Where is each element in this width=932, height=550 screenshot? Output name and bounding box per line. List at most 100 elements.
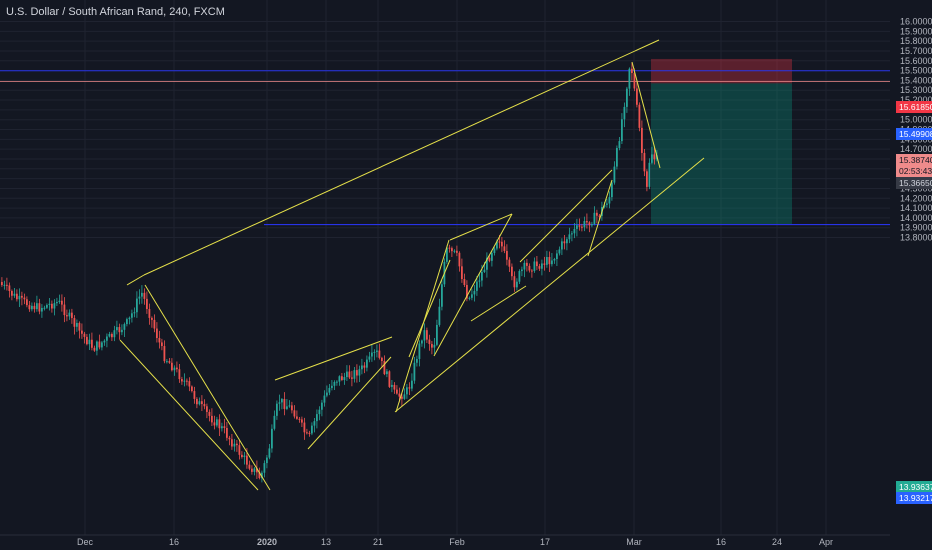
candle-body bbox=[536, 261, 538, 267]
candle-body bbox=[71, 312, 73, 319]
flag2-upper[interactable] bbox=[449, 213, 513, 241]
candle-body bbox=[291, 405, 293, 411]
candle-body bbox=[66, 315, 68, 317]
candle-body bbox=[553, 259, 556, 261]
candle-body bbox=[281, 399, 283, 403]
candle-body bbox=[341, 376, 343, 380]
candle-body bbox=[398, 393, 401, 397]
candle-body bbox=[463, 279, 466, 286]
flag2-base[interactable] bbox=[470, 285, 527, 322]
upper-channel[interactable] bbox=[519, 169, 613, 263]
candle-body bbox=[516, 281, 518, 288]
falling-channel-lower[interactable] bbox=[119, 339, 259, 491]
candle-body bbox=[58, 300, 61, 302]
candle-body bbox=[26, 299, 28, 306]
candle-body bbox=[458, 252, 461, 267]
candle-body bbox=[416, 358, 418, 363]
wedge-apex-line[interactable] bbox=[631, 61, 661, 169]
candle-body bbox=[456, 250, 458, 253]
candle-body bbox=[91, 339, 93, 348]
candle-body bbox=[301, 419, 303, 423]
candle-body bbox=[498, 241, 501, 243]
candle-body bbox=[101, 342, 103, 348]
price-tick-label: 15.80000 bbox=[900, 36, 932, 46]
candle-body bbox=[418, 343, 421, 359]
rising-wedge-top[interactable] bbox=[143, 39, 660, 276]
candle-body bbox=[613, 166, 616, 183]
candle-body bbox=[116, 327, 118, 331]
candle-body bbox=[381, 357, 383, 361]
flag-upper[interactable] bbox=[274, 336, 393, 381]
candle-body bbox=[611, 182, 613, 198]
candle-body bbox=[391, 384, 393, 387]
candle-body bbox=[46, 304, 48, 308]
candle-body bbox=[348, 371, 351, 378]
candle-body bbox=[161, 342, 163, 347]
candle-body bbox=[316, 414, 318, 422]
candle-body bbox=[603, 204, 606, 208]
flag2-lower[interactable] bbox=[433, 213, 513, 357]
candle-body bbox=[433, 344, 436, 348]
upper-channel-2[interactable] bbox=[587, 179, 613, 257]
candle-body bbox=[166, 361, 168, 363]
price-tick-label: 15.40000 bbox=[900, 75, 932, 85]
falling-channel-upper[interactable] bbox=[144, 284, 271, 491]
candle-body bbox=[248, 464, 251, 469]
candle-body bbox=[423, 330, 426, 341]
candle-body bbox=[546, 257, 548, 265]
price-tick-label: 15.60000 bbox=[900, 56, 932, 66]
candle-body bbox=[496, 241, 498, 249]
candle-body bbox=[38, 303, 41, 312]
impulse-lower[interactable] bbox=[408, 259, 451, 358]
candle-body bbox=[286, 406, 288, 409]
candle-body bbox=[178, 369, 181, 380]
candle-body bbox=[153, 319, 156, 329]
candle-body bbox=[531, 270, 533, 272]
candle-body bbox=[183, 380, 186, 382]
price-tick-label: 13.90000 bbox=[900, 223, 932, 233]
candle-body bbox=[193, 391, 196, 399]
price-tick-label: 14.10000 bbox=[900, 203, 932, 213]
candle-body bbox=[48, 303, 51, 305]
candle-body bbox=[493, 248, 496, 254]
candle-body bbox=[141, 292, 143, 297]
price-badge bbox=[896, 128, 932, 140]
candle-body bbox=[346, 371, 348, 378]
candle-body bbox=[323, 395, 326, 403]
candle-body bbox=[186, 380, 188, 382]
candle-body bbox=[396, 389, 398, 394]
candle-body bbox=[378, 350, 381, 358]
rising-wedge-bottom[interactable] bbox=[394, 157, 705, 413]
candle-body bbox=[176, 367, 178, 370]
time-tick-label: 16 bbox=[716, 537, 726, 547]
candle-body bbox=[428, 339, 431, 345]
candle-body bbox=[476, 281, 478, 291]
candle-body bbox=[448, 247, 451, 249]
candle-body bbox=[331, 385, 333, 388]
candle-body bbox=[421, 340, 423, 344]
candle-body bbox=[208, 411, 211, 416]
candle-body bbox=[236, 443, 238, 446]
candle-body bbox=[263, 463, 266, 473]
channel-top-left[interactable] bbox=[126, 274, 145, 286]
time-tick-label: Apr bbox=[819, 537, 833, 547]
candle-body bbox=[143, 292, 146, 299]
candle-body bbox=[233, 443, 236, 447]
candle-body bbox=[336, 381, 338, 383]
take-profit-zone[interactable] bbox=[651, 83, 792, 225]
candle-body bbox=[633, 73, 636, 89]
candle-body bbox=[571, 233, 573, 235]
candle-body bbox=[163, 346, 166, 362]
flag-lower[interactable] bbox=[307, 356, 392, 450]
candle-body bbox=[223, 426, 226, 428]
price-tick-label: 14.20000 bbox=[900, 193, 932, 203]
candle-body bbox=[8, 285, 11, 292]
candle-body bbox=[353, 370, 356, 379]
candle-body bbox=[241, 454, 243, 458]
candle-body bbox=[461, 266, 463, 280]
candle-body bbox=[651, 154, 653, 163]
candle-body bbox=[431, 344, 433, 348]
candle-body bbox=[226, 427, 228, 438]
